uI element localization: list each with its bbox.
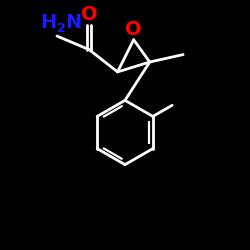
Text: O: O <box>81 5 98 24</box>
Text: H: H <box>41 12 57 32</box>
Text: N: N <box>66 12 82 32</box>
Text: O: O <box>125 20 142 38</box>
Text: 2: 2 <box>58 22 66 35</box>
